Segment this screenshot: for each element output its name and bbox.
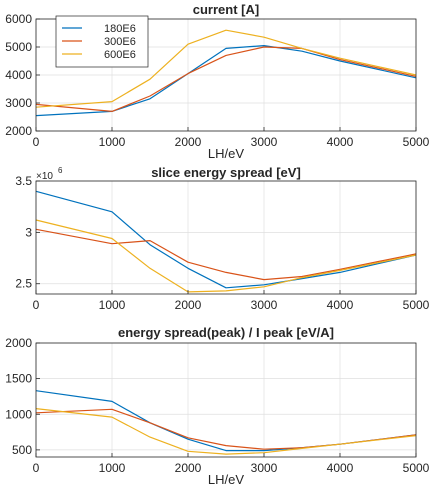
current-y-tick-label: 4000 bbox=[5, 68, 32, 82]
slice-energy-spread-chart-grid bbox=[35, 180, 417, 294]
energy-spread-per-current-y-tick-label: 2000 bbox=[5, 336, 32, 350]
legend-label-600E6: 600E6 bbox=[104, 49, 136, 61]
legend-label-180E6: 180E6 bbox=[104, 23, 136, 35]
energy-spread-per-current-y-tick-label: 1500 bbox=[5, 372, 32, 386]
energy-spread-per-current-y-tick-label: 500 bbox=[12, 443, 32, 457]
current-chart-legend: 180E6 300E6 600E6 bbox=[55, 15, 149, 68]
current-chart-x-axis-label: LH/eV bbox=[208, 146, 244, 161]
slice-energy-spread-x-tick-label: 3000 bbox=[251, 298, 278, 312]
energy-spread-per-current-x-tick-label: 3000 bbox=[251, 461, 278, 475]
slice-energy-spread-y-tick-label: 3 bbox=[25, 225, 32, 239]
legend-label-300E6: 300E6 bbox=[104, 36, 136, 48]
current-x-tick-label: 1000 bbox=[99, 135, 126, 149]
slice-energy-spread-chart-ticks: 0 1000 2000 3000 4000 5000 2.5 3 3.5 bbox=[15, 174, 429, 312]
current-x-tick-label: 0 bbox=[33, 135, 40, 149]
slice-energy-spread-series-line-300E6 bbox=[35, 228, 417, 281]
energy-spread-per-current-series-line-600E6 bbox=[35, 408, 417, 455]
energy-spread-per-current-chart-title: energy spread(peak) / I peak [eV/A] bbox=[118, 325, 334, 340]
current-chart-title: current [A] bbox=[193, 2, 259, 17]
slice-energy-spread-series-line-600E6 bbox=[35, 219, 417, 293]
energy-spread-per-current-x-tick-label: 4000 bbox=[327, 461, 354, 475]
slice-energy-spread-chart-series bbox=[35, 190, 417, 293]
slice-energy-spread-y-exponent-base: ×10 bbox=[36, 171, 53, 182]
slice-energy-spread-x-tick-label: 2000 bbox=[175, 298, 202, 312]
slice-energy-spread-x-tick-label: 5000 bbox=[403, 298, 430, 312]
energy-spread-per-current-chart-axes-box bbox=[35, 342, 417, 458]
current-chart-panel: current [A] 0 1000 2000 3000 4000 5000 2000 300… bbox=[5, 2, 429, 161]
energy-spread-per-current-x-tick-label: 5000 bbox=[403, 461, 430, 475]
slice-energy-spread-y-tick-label: 3.5 bbox=[15, 174, 32, 188]
energy-spread-per-current-x-tick-label: 1000 bbox=[99, 461, 126, 475]
current-y-tick-label: 2000 bbox=[5, 124, 32, 138]
energy-spread-per-current-chart-panel: energy spread(peak) / I peak [eV/A] 0 100… bbox=[5, 325, 429, 487]
slice-energy-spread-y-tick-label: 2.5 bbox=[15, 277, 32, 291]
energy-spread-per-current-x-tick-label: 2000 bbox=[175, 461, 202, 475]
slice-energy-spread-chart-axes-box bbox=[35, 180, 417, 295]
current-x-tick-label: 3000 bbox=[251, 135, 278, 149]
slice-energy-spread-x-tick-label: 4000 bbox=[327, 298, 354, 312]
slice-energy-spread-x-tick-label: 0 bbox=[33, 298, 40, 312]
current-y-tick-label: 3000 bbox=[5, 96, 32, 110]
current-series-line-300E6 bbox=[35, 46, 417, 113]
slice-energy-spread-x-tick-label: 1000 bbox=[99, 298, 126, 312]
slice-energy-spread-y-exponent-power: 6 bbox=[58, 166, 63, 175]
energy-spread-per-current-chart-x-axis-label: LH/eV bbox=[208, 472, 244, 487]
current-y-tick-label: 6000 bbox=[5, 12, 32, 26]
current-chart-series bbox=[35, 29, 417, 117]
slice-energy-spread-series-line-180E6 bbox=[35, 190, 417, 289]
energy-spread-per-current-chart-grid bbox=[35, 342, 417, 457]
energy-spread-per-current-y-tick-label: 1000 bbox=[5, 407, 32, 421]
slice-energy-spread-chart-panel: slice energy spread [eV] ×10 6 0 1000 2000… bbox=[15, 165, 429, 312]
slice-energy-spread-chart-title: slice energy spread [eV] bbox=[151, 165, 301, 180]
current-x-tick-label: 2000 bbox=[175, 135, 202, 149]
current-y-tick-label: 5000 bbox=[5, 40, 32, 54]
energy-spread-per-current-chart-ticks: 0 1000 2000 3000 4000 5000 500 1000 1500 2000 bbox=[5, 336, 429, 475]
current-chart-ticks: 0 1000 2000 3000 4000 5000 2000 3000 4000 5000 600… bbox=[5, 12, 429, 149]
current-x-tick-label: 5000 bbox=[403, 135, 430, 149]
current-series-line-600E6 bbox=[35, 29, 417, 108]
energy-spread-per-current-x-tick-label: 0 bbox=[33, 461, 40, 475]
current-series-line-180E6 bbox=[35, 44, 417, 117]
current-x-tick-label: 4000 bbox=[327, 135, 354, 149]
energy-spread-per-current-chart-series bbox=[35, 390, 417, 455]
